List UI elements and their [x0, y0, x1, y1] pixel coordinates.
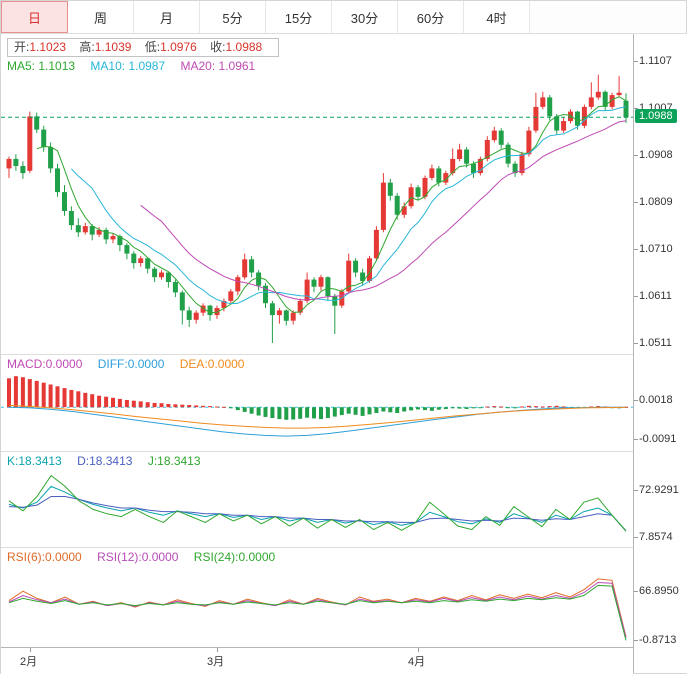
- y-tick-mark: [634, 155, 638, 156]
- timeframe-toolbar: 日 周 月 5分 15分 30分 60分 4时: [1, 1, 686, 34]
- rsi-readout: RSI(6):0.0000 RSI(12):0.0000 RSI(24):0.0…: [7, 550, 287, 565]
- x-tick-label: 2月: [20, 656, 38, 668]
- high-value: 1.1039: [94, 40, 132, 54]
- rsi12-value: RSI(12):0.0000: [97, 550, 179, 564]
- y-tick-mark: [634, 343, 638, 344]
- macd-readout: MACD:0.0000 DIFF:0.0000 DEA:0.0000: [7, 357, 256, 372]
- x-tick-label: 4月: [408, 656, 426, 668]
- tab-30min[interactable]: 30分: [332, 1, 398, 33]
- dea-value: DEA:0.0000: [179, 357, 245, 371]
- low-label: 低:: [144, 40, 161, 54]
- y-tick-mark: [634, 640, 638, 641]
- ma5-readout: MA5: 1.1013: [7, 59, 76, 73]
- diff-value: DIFF:0.0000: [97, 357, 165, 371]
- y-tick-mark: [634, 61, 638, 62]
- y-tick-label: 1.0611: [639, 290, 672, 302]
- tab-60min[interactable]: 60分: [398, 1, 464, 33]
- rsi-canvas: [8, 578, 627, 641]
- chart-area: 开:1.1023 高:1.1039 低:1.0976 收:1.0988 MA5:…: [1, 34, 687, 676]
- x-tick-mark: [217, 648, 218, 652]
- x-tick-mark: [30, 648, 31, 652]
- j-value: J:18.3413: [147, 454, 201, 468]
- y-tick-label: 1.0710: [639, 243, 673, 255]
- high-label: 高:: [79, 40, 95, 54]
- ohlc-readout: 开:1.1023 高:1.1039 低:1.0976 收:1.0988: [7, 38, 280, 57]
- tab-4hour[interactable]: 4时: [464, 1, 530, 33]
- x-tick-label: 3月: [207, 656, 225, 668]
- low-value: 1.0976: [160, 40, 197, 54]
- tab-monthly[interactable]: 月: [134, 1, 200, 33]
- y-tick-mark: [634, 400, 638, 401]
- kdj-panel[interactable]: K:18.3413 D:18.3413 J:18.3413: [1, 451, 633, 548]
- kdj-readout: K:18.3413 D:18.3413 J:18.3413: [7, 454, 213, 469]
- rsi6-value: RSI(6):0.0000: [7, 550, 82, 564]
- y-tick-mark: [634, 296, 638, 297]
- macd-panel[interactable]: MACD:0.0000 DIFF:0.0000 DEA:0.0000: [1, 354, 633, 452]
- ma20-readout: MA20: 1.0961: [180, 59, 256, 73]
- y-tick-label: -0.0091: [639, 433, 677, 445]
- ma10-readout: MA10: 1.0987: [90, 59, 166, 73]
- close-label: 收:: [210, 40, 226, 54]
- y-tick-label: 0.0018: [639, 394, 673, 406]
- y-tick-mark: [634, 108, 638, 109]
- tab-weekly[interactable]: 周: [68, 1, 134, 33]
- candlestick-canvas: [1, 74, 633, 343]
- macd-value: MACD:0.0000: [7, 357, 83, 371]
- y-tick-label: -0.8713: [639, 634, 677, 646]
- x-axis: 2月 3月 4月: [1, 647, 633, 676]
- tab-5min[interactable]: 5分: [200, 1, 266, 33]
- y-tick-mark: [634, 202, 638, 203]
- y-tick-mark: [634, 249, 638, 250]
- open-value: 1.1023: [29, 40, 67, 54]
- ma-readout: MA5: 1.1013 MA10: 1.0987 MA20: 1.0961: [7, 59, 267, 74]
- y-tick-label: 1.0511: [639, 337, 672, 349]
- close-value: 1.0988: [225, 40, 263, 54]
- tab-daily[interactable]: 日: [1, 1, 68, 33]
- k-value: K:18.3413: [7, 454, 62, 468]
- y-tick-mark: [634, 490, 638, 491]
- y-tick-mark: [634, 439, 638, 440]
- macd-canvas: [1, 376, 633, 437]
- y-tick-label: 72.9291: [639, 484, 679, 496]
- price-panel[interactable]: 开:1.1023 高:1.1039 低:1.0976 收:1.0988 MA5:…: [1, 34, 633, 354]
- rsi-panel[interactable]: RSI(6):0.0000 RSI(12):0.0000 RSI(24):0.0…: [1, 547, 633, 648]
- y-tick-label: 1.0908: [639, 149, 673, 161]
- last-price-badge: 1.0988: [635, 109, 677, 123]
- x-tick-mark: [418, 648, 419, 652]
- d-value: D:18.3413: [77, 454, 133, 468]
- y-tick-label: 7.8574: [639, 531, 673, 543]
- y-tick-mark: [634, 591, 638, 592]
- y-tick-mark: [634, 537, 638, 538]
- rsi24-value: RSI(24):0.0000: [193, 550, 276, 564]
- tab-15min[interactable]: 15分: [266, 1, 332, 33]
- y-tick-label: 1.0809: [639, 196, 673, 208]
- kdj-canvas: [8, 474, 627, 532]
- y-tick-label: 1.1107: [639, 55, 672, 67]
- open-label: 开:: [14, 40, 30, 54]
- y-tick-label: 66.8950: [639, 585, 679, 597]
- price-axis: 1.0988 1.1107 1.1007 1.0908 1.0809 1.0710 1.0…: [633, 34, 687, 673]
